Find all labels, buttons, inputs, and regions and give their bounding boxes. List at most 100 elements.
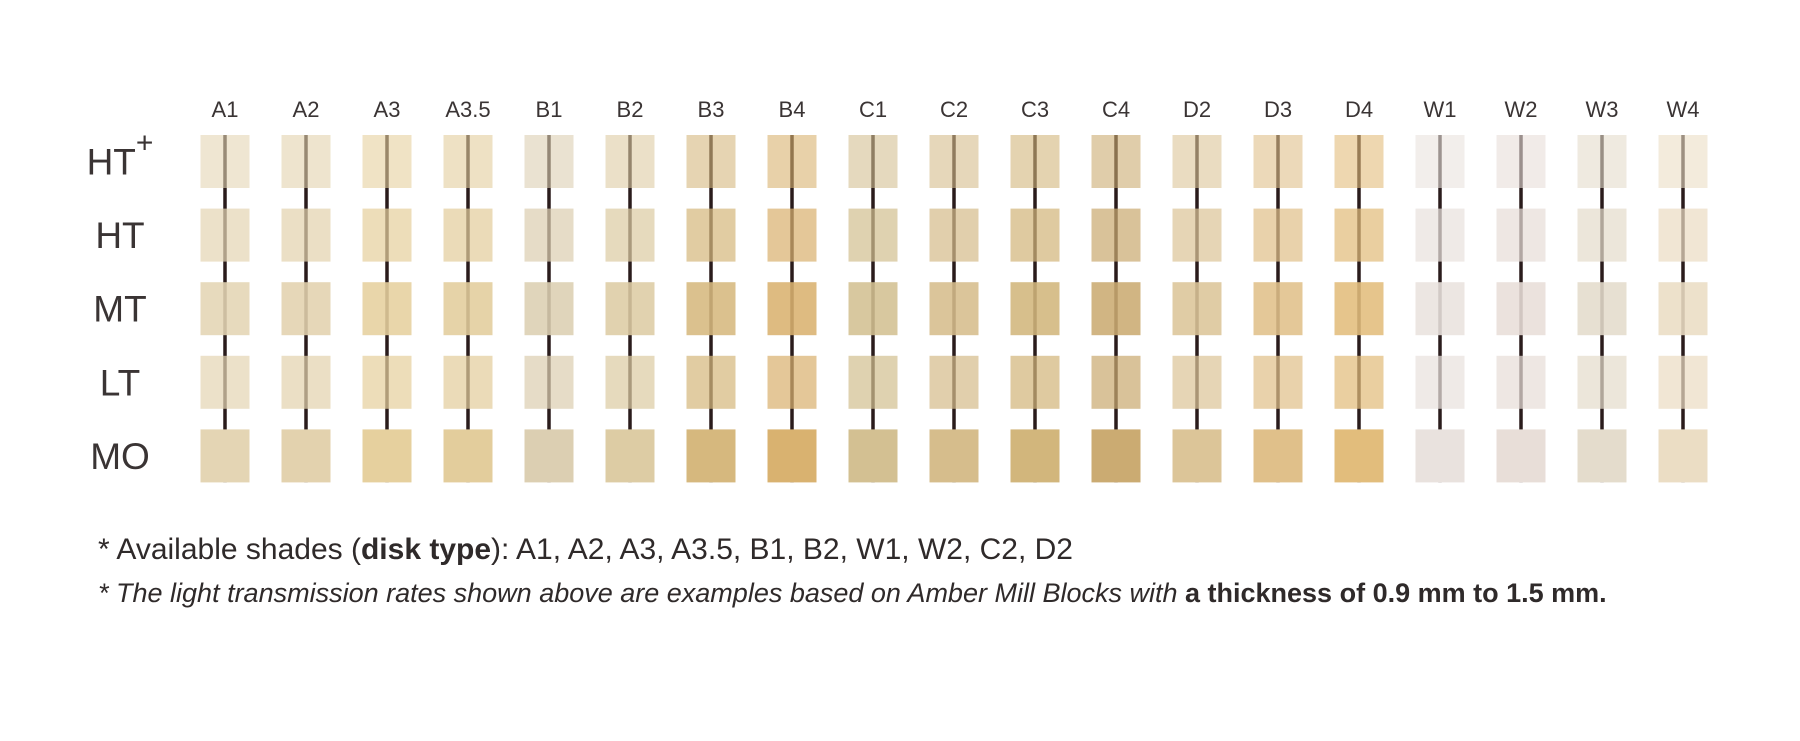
shade-swatch [1010, 429, 1060, 483]
shade-swatch [1496, 208, 1546, 262]
shade-swatch [1253, 208, 1303, 262]
shade-swatch [443, 429, 493, 483]
column-label: B4 [779, 97, 806, 122]
column-label: W3 [1586, 97, 1619, 122]
column-label: W4 [1667, 97, 1700, 122]
note-bold: disk type [360, 533, 492, 566]
shade-swatch [443, 208, 493, 262]
shade-swatch [1577, 282, 1627, 336]
shade-swatch [1172, 282, 1222, 336]
shade-swatch [1658, 429, 1708, 483]
shade-swatch [1334, 135, 1384, 188]
row-label: HT [95, 215, 144, 256]
available-note: * Available shades (disk type): A1, A2, … [98, 533, 1073, 567]
shade-swatch [1496, 429, 1546, 483]
shade-swatch [848, 208, 898, 262]
note-italic: * The light transmission rates shown abo… [98, 578, 1185, 608]
row-label-text: MO [90, 436, 150, 477]
shade-chart: A1 A2 A3 A3.5 B1 B2 B3 B4 C1 C2 C3 C4 D2 D3 D4 W1 W2 W3 W4… [87, 97, 1708, 483]
shade-swatch [1172, 429, 1222, 483]
shade-swatch [1415, 208, 1465, 262]
column-label: B2 [617, 97, 644, 122]
shade-swatch [1091, 135, 1141, 188]
shade-swatch [1091, 429, 1141, 483]
shade-swatch [1415, 282, 1465, 336]
shade-swatch [1415, 135, 1465, 188]
shade-swatch [281, 429, 331, 483]
shade-swatch [1658, 355, 1708, 409]
shade-swatch [362, 135, 412, 188]
shade-swatch [1010, 282, 1060, 336]
shade-swatch [362, 355, 412, 409]
shade-swatch [1334, 208, 1384, 262]
shade-swatch [1658, 135, 1708, 188]
row-label: MT [93, 288, 146, 329]
shade-swatch [1577, 208, 1627, 262]
column-label: W1 [1424, 97, 1457, 122]
shade-swatch [605, 355, 655, 409]
column-label: C2 [940, 97, 968, 122]
row-label-text: HT [87, 141, 136, 182]
shade-swatch [1415, 355, 1465, 409]
shade-swatch [929, 282, 979, 336]
shade-swatch [1253, 429, 1303, 483]
shade-swatch [605, 429, 655, 483]
column-label: B3 [698, 97, 725, 122]
row-label-text: MT [93, 288, 146, 329]
shade-swatch [1658, 208, 1708, 262]
shade-swatch [605, 282, 655, 336]
shade-swatch [605, 135, 655, 188]
shade-swatch [524, 208, 574, 262]
shade-swatch [1091, 208, 1141, 262]
row-label-text: HT [95, 215, 144, 256]
shade-swatch [443, 355, 493, 409]
shade-swatch [281, 135, 331, 188]
note-bold: a thickness of 0.9 mm to 1.5 mm. [1185, 578, 1607, 608]
note-text: * Available shades ( [98, 533, 361, 566]
shade-swatch [281, 208, 331, 262]
shade-swatch [605, 208, 655, 262]
shade-swatch [362, 208, 412, 262]
shade-swatch [1253, 282, 1303, 336]
shade-swatch [1496, 355, 1546, 409]
shade-swatch [848, 355, 898, 409]
shade-swatch [1091, 355, 1141, 409]
column-label: A1 [212, 97, 239, 122]
column-label: C4 [1102, 97, 1130, 122]
note-text: ): A1, A2, A3, A3.5, B1, B2, W1, W2, C2,… [491, 533, 1073, 566]
shade-swatch [1334, 429, 1384, 483]
shade-swatch [362, 282, 412, 336]
shade-swatch [1253, 135, 1303, 188]
shade-swatch [929, 135, 979, 188]
column-label: W2 [1505, 97, 1538, 122]
shade-swatch [767, 355, 817, 409]
shade-swatch [929, 429, 979, 483]
shade-swatch [362, 429, 412, 483]
shade-swatch [686, 282, 736, 336]
shade-swatch [524, 429, 574, 483]
shade-swatch [443, 135, 493, 188]
shade-swatch [929, 208, 979, 262]
shade-swatch [1334, 355, 1384, 409]
row-label-sup: + [136, 126, 154, 159]
shade-swatch [1496, 135, 1546, 188]
shade-swatch [767, 135, 817, 188]
row-label-text: LT [100, 362, 140, 403]
shade-swatch [1253, 355, 1303, 409]
column-label: D3 [1264, 97, 1292, 122]
shade-swatch [1172, 135, 1222, 188]
shade-swatch [524, 355, 574, 409]
shade-swatch [1010, 135, 1060, 188]
shade-swatch [200, 208, 250, 262]
column-label: A3.5 [445, 97, 490, 122]
transmission-note: * The light transmission rates shown abo… [98, 578, 1607, 609]
shade-swatch [1172, 208, 1222, 262]
shade-swatch [767, 429, 817, 483]
shade-swatch [1010, 208, 1060, 262]
shade-swatch [767, 282, 817, 336]
shade-swatch [848, 282, 898, 336]
row-label: MO [90, 436, 150, 477]
shade-swatch [443, 282, 493, 336]
